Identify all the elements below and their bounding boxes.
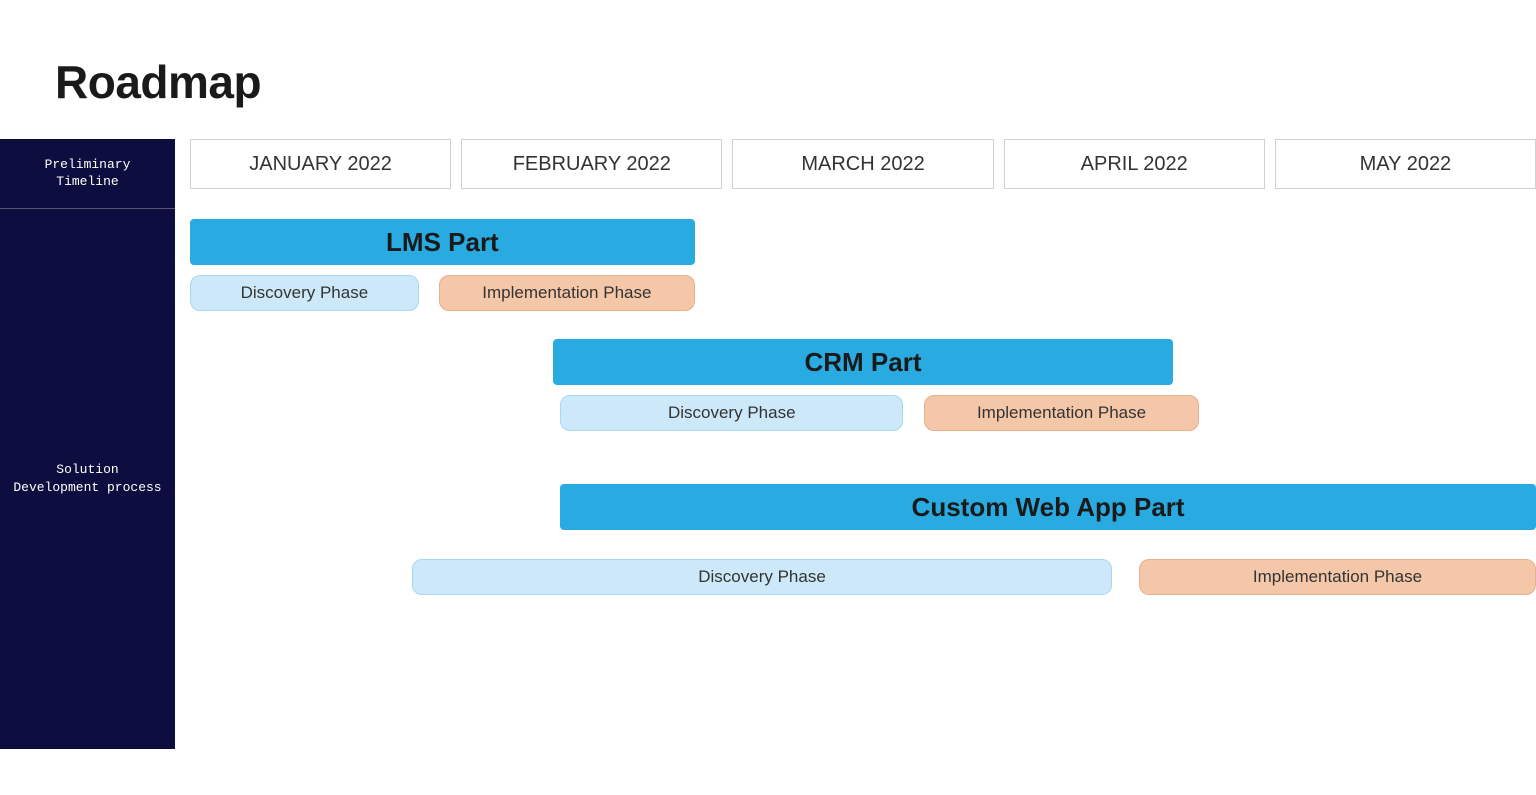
- gantt-implementation-phase: Implementation Phase: [924, 395, 1200, 431]
- month-cell: FEBRUARY 2022: [461, 139, 722, 189]
- gantt-implementation-phase: Implementation Phase: [439, 275, 695, 311]
- month-cell: MAY 2022: [1275, 139, 1536, 189]
- month-cell: MARCH 2022: [732, 139, 993, 189]
- sidebar-body-label: Solution Development process: [0, 209, 175, 749]
- sidebar-header-label: Preliminary Timeline: [0, 139, 175, 209]
- gantt-body: LMS Part Discovery Phase Implementation Ph…: [190, 219, 1536, 749]
- months-row: JANUARY 2022FEBRUARY 2022MARCH 2022APRIL…: [190, 139, 1536, 189]
- page-title: Roadmap: [0, 0, 1536, 139]
- roadmap-container: Preliminary Timeline Solution Developmen…: [0, 139, 1536, 749]
- gantt-main-bar: Custom Web App Part: [560, 484, 1536, 530]
- month-cell: APRIL 2022: [1004, 139, 1265, 189]
- chart-area: JANUARY 2022FEBRUARY 2022MARCH 2022APRIL…: [175, 139, 1536, 749]
- gantt-discovery-phase: Discovery Phase: [560, 395, 903, 431]
- gantt-implementation-phase: Implementation Phase: [1139, 559, 1536, 595]
- gantt-discovery-phase: Discovery Phase: [190, 275, 419, 311]
- gantt-discovery-phase: Discovery Phase: [412, 559, 1112, 595]
- month-cell: JANUARY 2022: [190, 139, 451, 189]
- roadmap-sidebar: Preliminary Timeline Solution Developmen…: [0, 139, 175, 749]
- gantt-main-bar: CRM Part: [553, 339, 1172, 385]
- gantt-main-bar: LMS Part: [190, 219, 695, 265]
